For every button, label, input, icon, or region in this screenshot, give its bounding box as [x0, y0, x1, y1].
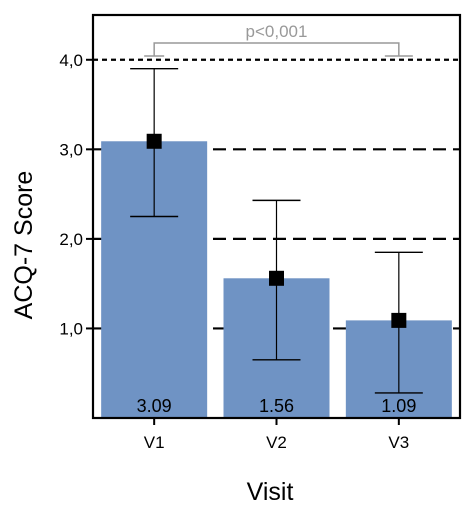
x-axis-label: Visit	[247, 478, 294, 506]
plot-frame	[91, 13, 462, 420]
value-label: 1.09	[381, 396, 416, 416]
value-label: 1.56	[259, 396, 294, 416]
x-tick-label: V2	[266, 433, 287, 452]
value-label: 3.09	[137, 396, 172, 416]
x-tick-label: V3	[388, 433, 409, 452]
x-tick-label: V1	[144, 433, 165, 452]
y-tick-label: 4,0	[59, 51, 83, 70]
y-axis-label: ACQ-7 Score	[10, 171, 38, 320]
y-tick-label: 1,0	[59, 319, 83, 338]
significance-bracket	[153, 42, 400, 56]
p-value-label: p<0,001	[246, 22, 308, 41]
mean-marker	[391, 312, 407, 328]
mean-marker	[146, 133, 162, 149]
y-tick-label: 2,0	[59, 230, 83, 249]
mean-marker	[269, 270, 284, 286]
y-tick-label: 3,0	[59, 140, 83, 159]
